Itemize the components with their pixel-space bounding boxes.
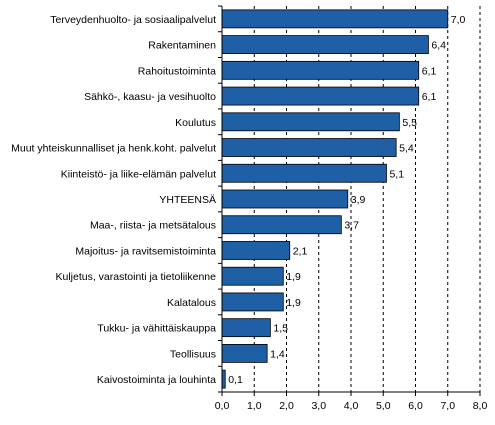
x-tick-label: 7,0: [440, 400, 455, 412]
value-label: 6,1: [422, 91, 437, 103]
value-label: 1,9: [286, 271, 301, 283]
bar: [221, 35, 429, 54]
value-label: 5,1: [389, 168, 404, 180]
value-label: 5,4: [399, 143, 414, 155]
value-label: 5,5: [402, 117, 417, 129]
category-label: Rahoitustoiminta: [138, 65, 216, 77]
category-labels: Terveydenhuolto- ja sosiaalipalvelut Rake…: [11, 14, 216, 386]
bar: [221, 241, 291, 260]
bar: [221, 60, 420, 80]
category-label: Kiinteistö- ja liike-elämän palvelut: [61, 168, 216, 180]
value-label: 2,1: [293, 245, 308, 257]
value-label: 6,1: [422, 65, 437, 77]
value-label: 1,5: [273, 323, 288, 335]
value-label: 3,7: [344, 220, 359, 232]
bar: [221, 9, 449, 29]
value-label: 7,0: [451, 14, 466, 26]
bar: [221, 215, 342, 235]
bar: [221, 138, 397, 157]
category-label: Majoitus- ja ravitsemistoiminta: [75, 245, 216, 257]
x-tick-labels: 0,0 1,0 2,0 3,0 4,0 5,0 6,0 7,0 8,0: [215, 400, 488, 412]
value-label: 6,4: [431, 40, 446, 52]
bar: [221, 112, 400, 132]
category-label: Kaivostoiminta ja louhinta: [97, 374, 216, 386]
category-label: Terveydenhuolto- ja sosiaalipalvelut: [50, 14, 216, 26]
value-label: 3,9: [351, 194, 366, 206]
bar: [221, 318, 271, 338]
category-label: Sähkö-, kaasu- ja vesihuolto: [84, 91, 216, 103]
value-label: 1,4: [270, 348, 285, 360]
category-label: Maa-, riista- ja metsätalous: [90, 220, 216, 232]
category-label: Teollisuus: [170, 348, 216, 360]
x-tick-label: 3,0: [311, 400, 326, 412]
value-label: 1,9: [286, 297, 301, 309]
bar: [221, 292, 284, 312]
category-label: Kuljetus, varastointi ja tietoliikenne: [55, 271, 216, 283]
x-tick-label: 0,0: [215, 400, 230, 412]
category-label: Tukku- ja vähittäiskauppa: [97, 323, 216, 335]
category-label: YHTEENSÄ: [159, 194, 216, 206]
category-label: Kalatalous: [167, 297, 216, 309]
x-tick-label: 5,0: [376, 400, 391, 412]
x-tick-label: 4,0: [344, 400, 359, 412]
axes: [218, 5, 481, 396]
bar: [221, 163, 387, 183]
bar: [221, 189, 349, 209]
bars: [221, 9, 449, 389]
bar: [221, 343, 268, 363]
category-label: Rakentaminen: [148, 40, 216, 52]
category-label: Koulutus: [175, 117, 216, 129]
x-tick-label: 8,0: [473, 400, 488, 412]
x-tick-label: 1,0: [247, 400, 262, 412]
x-tick-label: 6,0: [408, 400, 423, 412]
x-tick-label: 2,0: [279, 400, 294, 412]
bar: [221, 266, 284, 286]
value-label: 0,1: [228, 374, 243, 386]
category-label: Muut yhteiskunnalliset ja henk.koht. pal…: [11, 143, 216, 155]
value-labels: 7,0 6,4 6,1 6,1 5,5 5,4 5,1 3,9 3,7 2,1 1,9 1,9 1,5 1…: [228, 14, 465, 386]
bar: [221, 86, 420, 106]
